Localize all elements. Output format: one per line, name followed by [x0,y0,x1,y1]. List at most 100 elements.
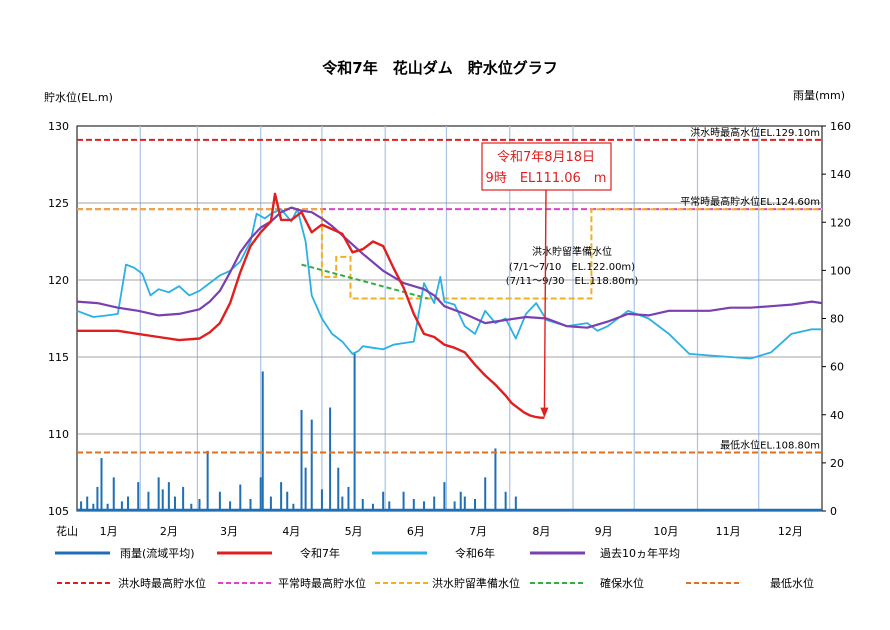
rain-bar [269,496,272,511]
rain-bar [329,407,332,511]
grid [77,126,822,511]
legend-label: 平常時最高貯水位 [278,576,366,590]
month-tick-label: 12月 [778,525,803,538]
rain-bar [173,496,176,511]
rain-bar [167,482,170,511]
chart-title: 令和7年 花山ダム 貯水位グラフ [322,59,557,77]
y2-tick-label: 0 [830,505,837,518]
annotation-date: 令和7年8月18日 [497,150,595,165]
rain-bar [261,371,264,511]
prep-note-title: 洪水貯留準備水位 [532,245,612,258]
month-tick-label: 9月 [595,525,613,538]
month-tick-label: 11月 [716,525,741,538]
rain-bar [504,491,507,511]
legend-label: 過去10ヵ年平均 [600,546,680,560]
rain-bar [402,491,405,511]
rain-bar [198,498,201,511]
rain-bar [80,501,83,511]
rain-bar [137,482,140,511]
rain-bar [100,458,103,511]
rain-bar [286,491,289,511]
y2-axis-label: 雨量(mm) [793,89,845,102]
rain-bar [474,498,477,511]
x-axis-station-label: 花山 [56,525,78,538]
rain-bar [347,486,350,511]
rain-bar [453,501,456,511]
month-tick-label: 4月 [282,525,300,538]
rain-bar [239,484,242,511]
rain-bar [229,501,232,511]
rain-bar [92,503,95,511]
rain-bar [120,501,123,511]
y2-tick-label: 40 [830,409,844,422]
legend-label: 雨量(流域平均) [120,546,195,560]
month-tick-label: 3月 [220,525,238,538]
y-axis-label: 貯水位(EL.m) [44,90,113,104]
month-tick-label: 8月 [532,525,550,538]
normal_max-label: 平常時最高貯水位EL.124.60m [680,195,820,208]
series-r6 [76,208,822,360]
rain-bar [412,498,415,511]
reference-lines: 洪水時最高水位EL.129.10m 平常時最高貯水位EL.124.60m 最低水位E… [77,126,822,454]
annotation-arrow [543,189,547,412]
rain-bars [77,352,822,512]
y-tick-label: 125 [48,197,69,210]
y2-tick-label: 80 [830,313,844,326]
rain-bar [304,467,307,511]
month-tick-label: 1月 [100,525,118,538]
rain-bar [422,501,425,511]
y2-tick-label: 120 [830,216,851,229]
legend-label: 最低水位 [770,576,814,590]
y2-tick-label: 160 [830,120,851,133]
legend-label: 洪水貯留準備水位 [432,576,520,590]
rain-bar [443,482,446,511]
rain-bar [280,482,283,511]
rain-bar [484,477,487,511]
rain-bar [361,498,364,511]
rain-bar [382,491,385,511]
secure-line [301,263,429,300]
rain-bar [157,477,160,511]
rain-bar [320,489,323,511]
rain-bar [112,477,115,511]
rain-bar [161,489,164,511]
rain-bar [300,409,303,511]
rain-bar [218,491,221,511]
month-tick-label: 7月 [469,525,487,538]
y-tick-label: 110 [48,428,69,441]
rain-bar [259,477,262,511]
rain-bar [514,496,517,511]
month-tick-label: 5月 [345,525,363,538]
rain-bar [459,491,462,511]
series-avg10 [76,206,823,329]
annotation-arrowhead [540,407,549,418]
rain-bar [249,498,252,511]
rain-bar [433,496,436,511]
month-tick-label: 6月 [407,525,425,538]
month-tick-label: 10月 [653,525,678,538]
rain-bar [182,486,185,511]
series-r7 [77,192,545,419]
y-tick-label: 120 [48,274,69,287]
rain-bar [388,501,391,511]
legend-label: 洪水時最高貯水位 [118,576,206,590]
month-tick-label: 2月 [160,525,178,538]
axes: 1月 2月 3月 4月 5月 6月 7月 8月 9月 10月 11月 12月 105 110 115 120 1… [48,120,851,538]
rain-bar [353,352,356,511]
prep-line [77,208,822,300]
rain-bar [371,503,374,511]
annotation-box [481,142,612,191]
flood_max-label: 洪水時最高水位EL.129.10m [690,126,820,139]
rain-bar [206,450,209,511]
rain-bar [341,496,344,511]
rain-bar [147,491,150,511]
y2-tick-label: 60 [830,361,844,374]
rain-bar [292,503,295,511]
y2-tick-label: 20 [830,457,844,470]
min-label: 最低水位EL.108.80m [720,438,820,451]
series-lines [76,192,823,419]
legend-label: 令和7年 [300,546,340,560]
rain-bar [337,467,340,511]
